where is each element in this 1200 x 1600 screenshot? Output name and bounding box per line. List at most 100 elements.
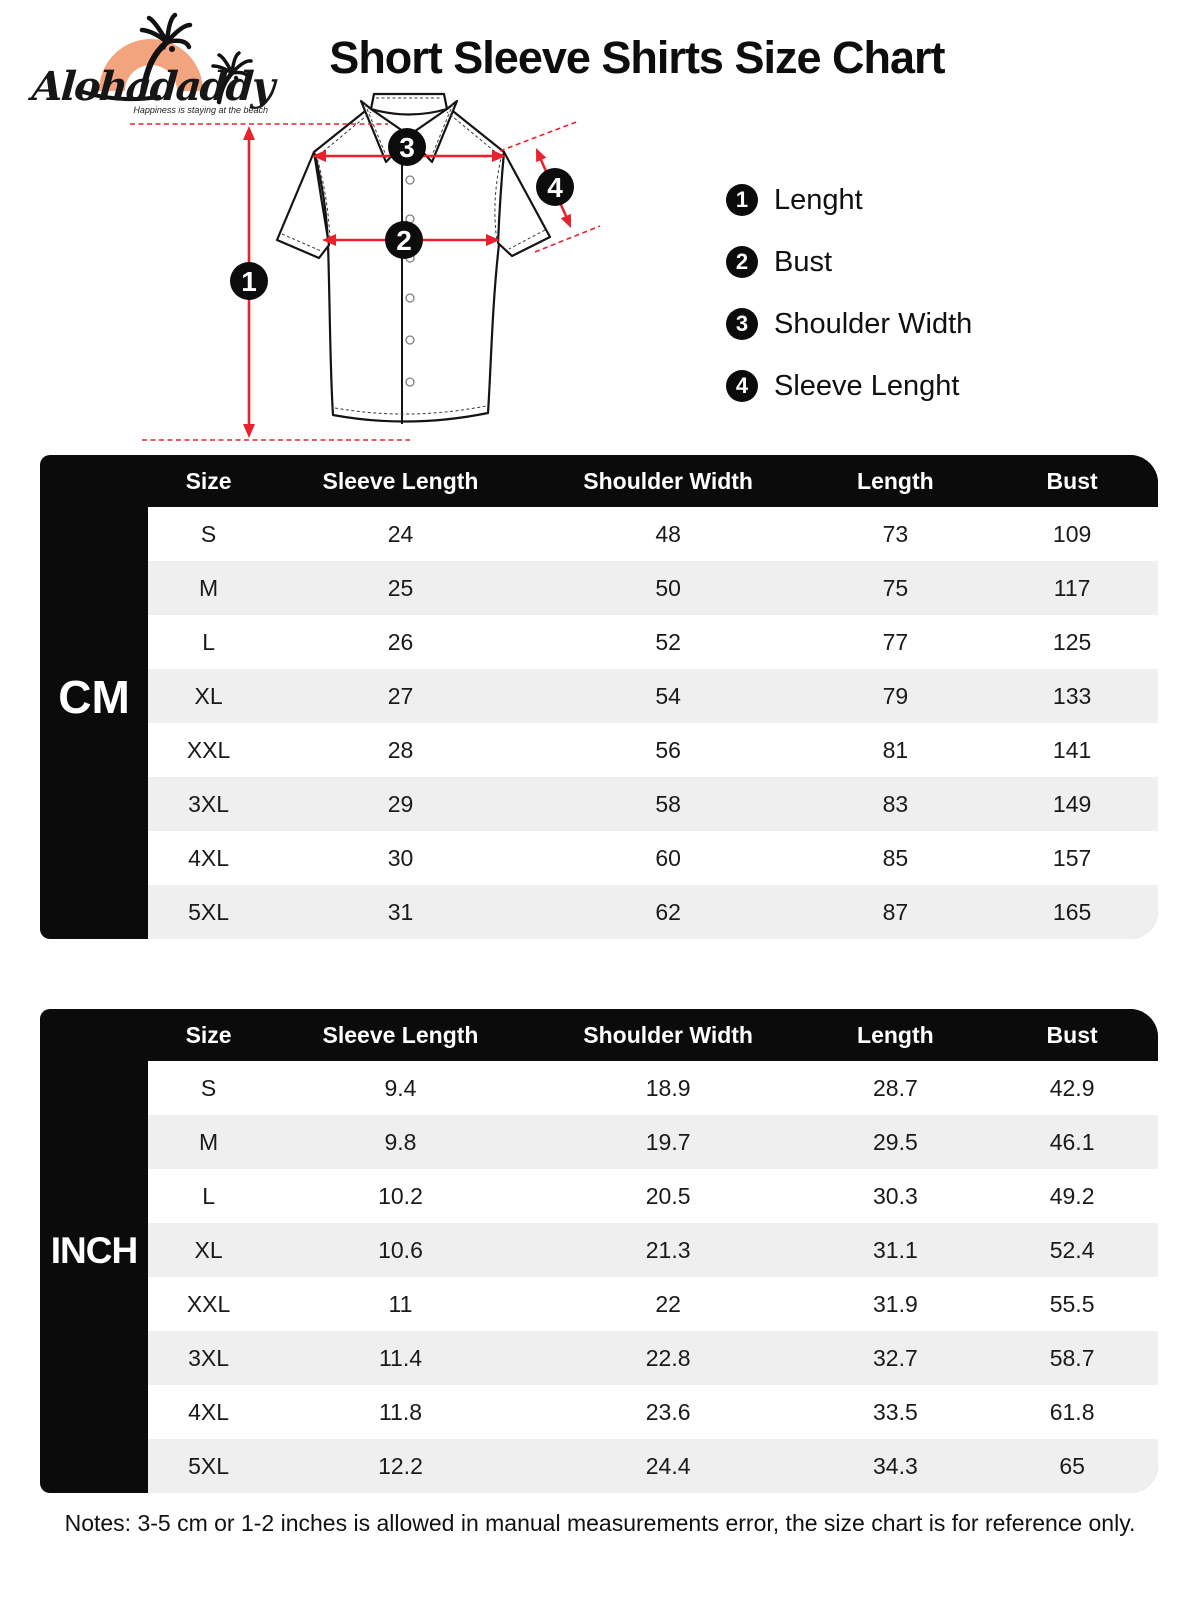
brand-tagline: Happiness is staying at the beach [133,105,268,115]
legend-label: Sleeve Lenght [774,369,960,402]
cell-size: 4XL [188,1398,230,1425]
cell-sleeve-length: 11 [388,1290,413,1317]
cell-length: 87 [882,898,909,925]
cm-table-header-row: Size Sleeve Length Shoulder Width Length Bus… [148,455,1158,507]
cell-sleeve-length: 9.8 [384,1128,417,1155]
table-row: S 24 48 73 109 [148,507,1158,561]
column-header: Bust [1046,1021,1098,1048]
table-row: 5XL 12.2 24.4 34.3 65 [148,1439,1158,1493]
cell-bust: 165 [1052,898,1092,925]
cell-shoulder-width: 54 [655,682,681,709]
diagram-marker-2: 2 [396,225,412,256]
legend-number-badge: 1 [726,184,758,216]
legend-number-badge: 4 [726,370,758,402]
diagram-markers: 1 2 3 4 [230,128,574,300]
column-header: Sleeve Length [322,1021,479,1048]
cell-sleeve-length: 12.2 [378,1452,423,1479]
table-row: 4XL 30 60 85 157 [148,831,1158,885]
cell-shoulder-width: 22 [655,1290,681,1317]
cell-size: XXL [186,736,231,763]
unit-label-inch: INCH [50,1230,138,1271]
cell-shoulder-width: 58 [655,790,681,817]
table-row: XXL 28 56 81 141 [148,723,1158,777]
column-header: Bust [1046,467,1098,494]
table-row: S 9.4 18.9 28.7 42.9 [148,1061,1158,1115]
cell-size: 3XL [188,790,230,817]
cell-sleeve-length: 26 [387,628,414,655]
cell-shoulder-width: 48 [655,520,681,547]
cell-bust: 133 [1052,682,1092,709]
table-row: M 9.8 19.7 29.5 46.1 [148,1115,1158,1169]
cell-size: 3XL [188,1344,230,1371]
cell-length: 28.7 [872,1074,918,1101]
legend-number-badge: 3 [726,308,758,340]
cell-sleeve-length: 29 [387,790,414,817]
column-header: Size [185,467,232,494]
inch-table-header-row: Size Sleeve Length Shoulder Width Length Bus… [148,1009,1158,1061]
cell-sleeve-length: 11.4 [378,1344,423,1371]
column-header: Size [185,1021,232,1048]
cell-size: S [200,1074,217,1101]
cell-sleeve-length: 30 [387,844,414,871]
notes-text: Notes: 3-5 cm or 1-2 inches is allowed i… [64,1510,1136,1536]
table-row: M 25 50 75 117 [148,561,1158,615]
cell-shoulder-width: 50 [655,574,681,601]
cm-table-body: S 24 48 73 109 M 25 50 75 117 L 26 52 77… [148,507,1158,939]
cell-length: 75 [882,574,909,601]
cell-length: 33.5 [872,1398,918,1425]
cell-bust: 149 [1052,790,1092,817]
legend-label: Bust [774,245,833,278]
brand-logo: Alohadaddy Happiness is staying at the b… [25,5,280,125]
cell-size: L [202,1182,215,1209]
cell-shoulder-width: 22.8 [645,1344,691,1371]
palm-sunset-icon [81,12,253,105]
cell-shoulder-width: 52 [655,628,681,655]
cell-length: 73 [882,520,909,547]
shirt-illustration [275,92,552,424]
column-header: Length [857,1021,934,1048]
column-header: Sleeve Length [322,467,479,494]
table-row: 3XL 29 58 83 149 [148,777,1158,831]
legend-number-badge: 2 [726,246,758,278]
cell-bust: 125 [1052,628,1092,655]
cell-shoulder-width: 21.3 [645,1236,691,1263]
cell-bust: 117 [1053,574,1091,601]
cell-bust: 58.7 [1049,1344,1095,1371]
cell-bust: 61.8 [1049,1398,1095,1425]
cell-size: L [202,628,215,655]
cell-length: 31.1 [872,1236,918,1263]
legend-item: 3 Shoulder Width [726,308,972,340]
table-row: 3XL 11.4 22.8 32.7 58.7 [148,1331,1158,1385]
cell-shoulder-width: 20.5 [645,1182,691,1209]
cell-length: 29.5 [872,1128,918,1155]
cell-size: 5XL [188,1452,230,1479]
diagram-marker-4: 4 [547,172,563,203]
cell-shoulder-width: 19.7 [645,1128,691,1155]
cell-size: S [200,520,217,547]
diagram-marker-1: 1 [241,266,257,297]
inch-table-body: S 9.4 18.9 28.7 42.9 M 9.8 19.7 29.5 46.… [148,1061,1158,1493]
measure-guides [130,120,601,441]
table-row: XL 27 54 79 133 [148,669,1158,723]
table-row: L 10.2 20.5 30.3 49.2 [148,1169,1158,1223]
cell-sleeve-length: 11.8 [378,1398,423,1425]
cell-sleeve-length: 9.4 [384,1074,417,1101]
cell-length: 31.9 [872,1290,918,1317]
cell-shoulder-width: 23.6 [645,1398,691,1425]
cell-shoulder-width: 24.4 [645,1452,691,1479]
column-header: Shoulder Width [583,1021,753,1048]
cell-bust: 52.4 [1049,1236,1095,1263]
column-header: Shoulder Width [583,467,753,494]
cell-size: 4XL [188,844,230,871]
cell-size: XL [194,682,223,709]
table-row: 4XL 11.8 23.6 33.5 61.8 [148,1385,1158,1439]
cell-sleeve-length: 27 [387,682,414,709]
cell-bust: 65 [1059,1452,1085,1479]
size-table-cm: CM Size Sleeve Length Shoulder Width Length… [40,455,1158,939]
cell-length: 77 [882,628,909,655]
cell-bust: 157 [1052,844,1092,871]
cell-size: XXL [186,1290,231,1317]
cell-sleeve-length: 24 [387,520,414,547]
table-row: 5XL 31 62 87 165 [148,885,1158,939]
cell-sleeve-length: 31 [387,898,414,925]
